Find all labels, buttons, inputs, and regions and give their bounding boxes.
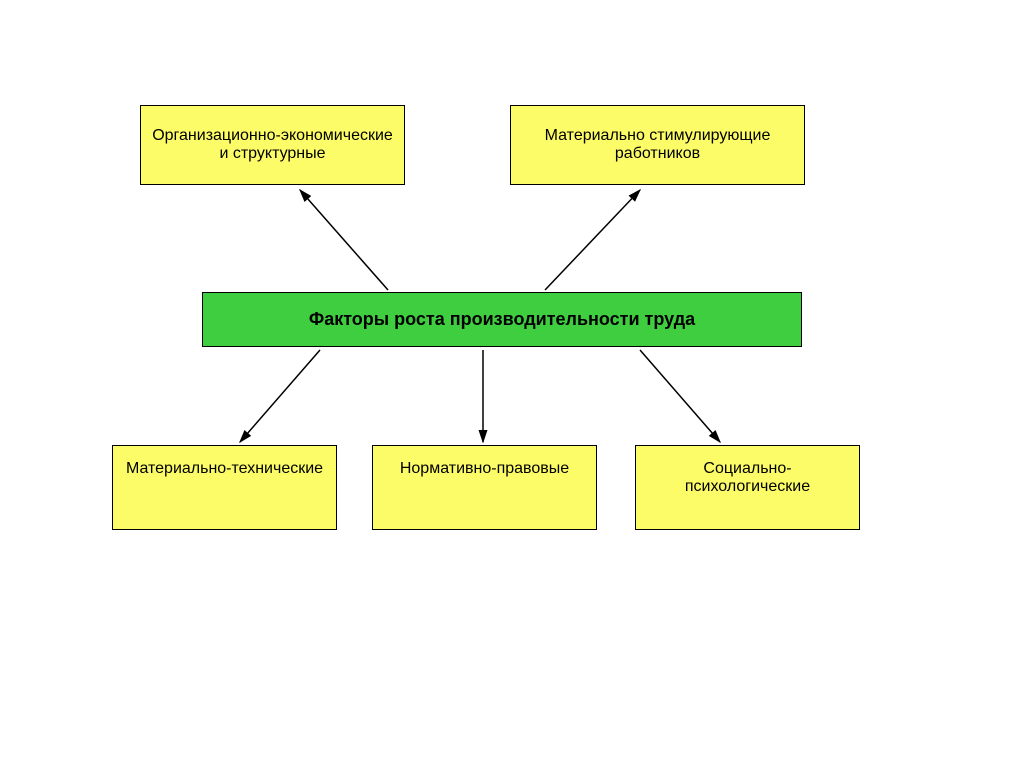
arrow-top-left <box>0 0 1024 767</box>
